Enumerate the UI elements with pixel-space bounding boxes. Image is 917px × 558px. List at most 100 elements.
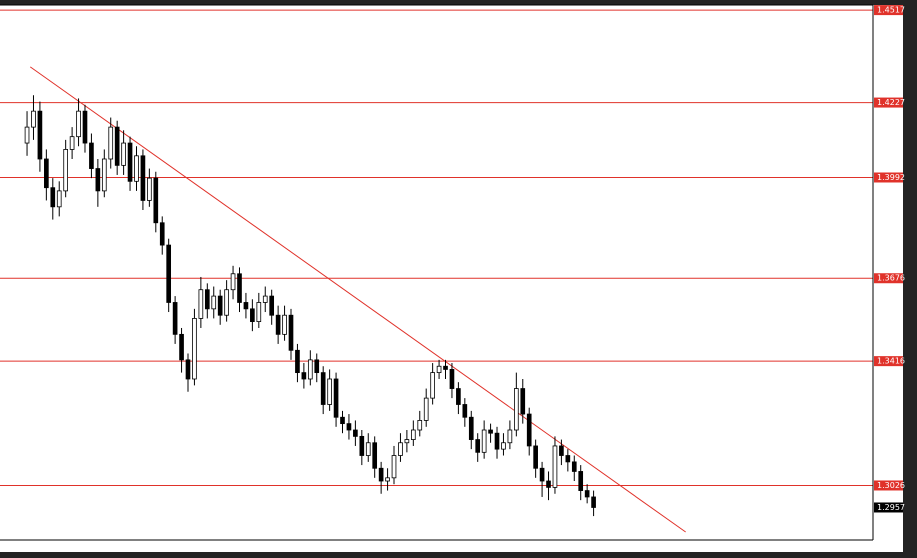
candle-body (147, 177, 152, 201)
candle-body (295, 349, 300, 374)
candle-body (134, 155, 139, 182)
candle-body (591, 496, 596, 508)
candle-body (494, 432, 500, 450)
candle-body (449, 369, 455, 389)
candle-body (372, 442, 378, 469)
candle-body (204, 289, 210, 310)
candle-body (76, 110, 81, 138)
candle-body (404, 439, 410, 444)
candle-body (462, 404, 468, 418)
candle-body (198, 289, 204, 319)
candle-body (89, 142, 94, 169)
candle-body (571, 461, 577, 472)
candle-body (159, 222, 165, 246)
candle-body (31, 110, 36, 128)
level-label: 1.4517 (877, 6, 905, 15)
candle-body (565, 455, 571, 463)
candle-body (140, 155, 146, 201)
candle-body (288, 314, 294, 351)
candle-body (185, 359, 191, 380)
candle-body (37, 110, 43, 160)
candle-body (559, 445, 564, 456)
level-label: 1.4227 (877, 98, 905, 107)
candle-body (153, 177, 159, 224)
candle-body (546, 480, 551, 488)
candle-body (262, 295, 268, 303)
candle-body (166, 244, 172, 303)
candle-body (56, 190, 62, 208)
level-label: 1.3026 (877, 481, 905, 490)
candle-body (539, 467, 545, 482)
candle-body (327, 378, 332, 405)
candle-body (237, 273, 242, 303)
candle-body (443, 365, 448, 370)
candle-body (520, 388, 526, 415)
candle-body (398, 442, 403, 456)
candle-body (108, 126, 114, 160)
level-label-box (874, 356, 903, 367)
candle-body (275, 314, 281, 335)
candle-body (50, 187, 56, 208)
candle-body (95, 168, 101, 192)
candle-body (256, 302, 262, 323)
candle-body (121, 142, 126, 166)
candle-body (333, 378, 339, 418)
candle-body (24, 126, 30, 144)
candle-body (353, 429, 358, 437)
candle-body (417, 420, 423, 431)
candle-body (320, 372, 326, 405)
candle-body (436, 365, 442, 374)
candle-body (282, 314, 287, 335)
candle-body (410, 429, 416, 440)
candle-body (172, 302, 178, 335)
candle-body (224, 289, 229, 316)
candle-body (269, 295, 275, 316)
candle-body (230, 273, 236, 291)
candle-body (243, 302, 249, 310)
candle-body (301, 372, 307, 380)
last-price-box (874, 502, 903, 513)
candle-body (514, 388, 519, 431)
candle-body (63, 149, 68, 192)
candle-body (359, 435, 365, 456)
candle-body (456, 388, 461, 405)
marks (0, 9, 873, 533)
candle-body (114, 126, 120, 166)
candle-body (307, 359, 313, 380)
candle-body (391, 455, 397, 479)
candle-body (378, 467, 384, 482)
level-label-box (874, 480, 903, 491)
candle-body (250, 308, 255, 323)
candle-body (340, 416, 345, 425)
candle-body (552, 445, 558, 488)
candle-body (217, 295, 223, 316)
candle-body (179, 333, 184, 361)
level-label: 1.3416 (877, 357, 905, 366)
candle-body (346, 423, 352, 431)
axes: 1.4517 1.4227 1.3992 1.3676 1.3416 1.3026 1.29… (0, 4, 905, 541)
candle-body (69, 136, 75, 150)
candle-body (82, 110, 88, 144)
candle-body (488, 429, 493, 434)
candle-body (101, 158, 107, 192)
candle-body (211, 295, 217, 310)
level-label: 1.3676 (877, 274, 905, 283)
candle-body (584, 490, 590, 498)
candle-body (507, 429, 513, 444)
candle-body (475, 439, 481, 453)
candle-body (430, 372, 435, 399)
candle-body (192, 318, 197, 380)
candle-body (468, 416, 474, 440)
trend-line (29, 66, 686, 533)
last-price-label: 1.2957 (877, 503, 905, 512)
level-label-box (874, 273, 903, 284)
level-label-box (874, 172, 903, 183)
candle-body (526, 413, 532, 447)
level-label-box (874, 5, 903, 16)
candle-body (44, 158, 49, 189)
candle-body (481, 429, 487, 453)
candle-body (127, 142, 133, 182)
level-label: 1.3992 (877, 173, 905, 182)
